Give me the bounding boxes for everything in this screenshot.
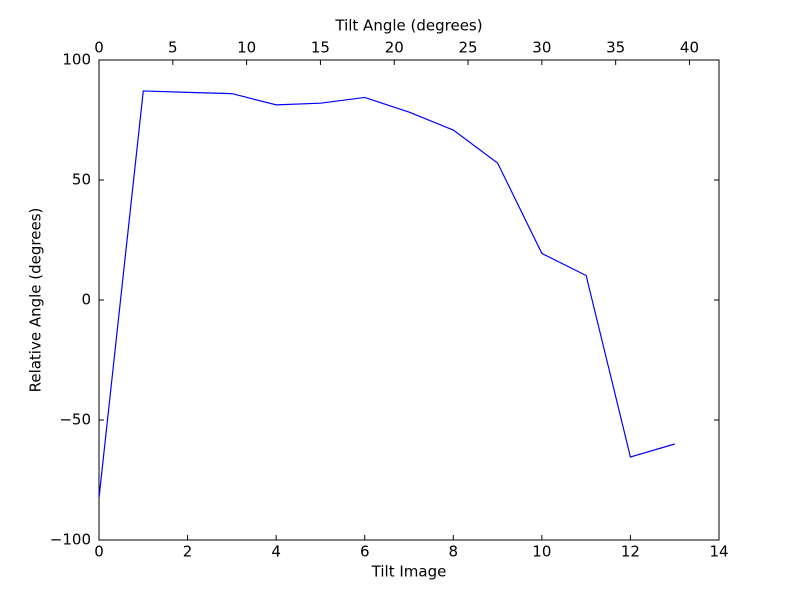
top-tick-label: 20 xyxy=(385,39,404,57)
top-tick-label: 25 xyxy=(459,39,478,57)
top-axis-label: Tilt Angle (degrees) xyxy=(334,17,482,35)
x-tick-label: 2 xyxy=(183,543,193,561)
y-tick-label: 50 xyxy=(72,171,91,189)
x-tick-label: 10 xyxy=(532,543,551,561)
x-tick-label: 8 xyxy=(449,543,459,561)
top-tick-label: 5 xyxy=(168,39,178,57)
top-tick-label: 40 xyxy=(680,39,699,57)
x-tick-label: 6 xyxy=(360,543,370,561)
plot-frame xyxy=(98,59,720,541)
y-tick-label: −100 xyxy=(50,531,91,549)
x-axis-label: Tilt Image xyxy=(371,563,447,581)
y-tick-label: −50 xyxy=(59,411,91,429)
top-tick-label: 10 xyxy=(237,39,256,57)
top-tick-label: 0 xyxy=(94,39,104,57)
y-tick-label: 100 xyxy=(62,51,91,69)
x-tick-label: 4 xyxy=(271,543,281,561)
x-tick-label: 12 xyxy=(621,543,640,561)
data-line xyxy=(98,90,675,499)
top-tick-label: 35 xyxy=(606,39,625,57)
x-tick-label: 0 xyxy=(94,543,104,561)
x-tick-label: 14 xyxy=(709,543,728,561)
top-tick-label: 30 xyxy=(532,39,551,57)
top-tick-label: 15 xyxy=(311,39,330,57)
y-axis-label: Relative Angle (degrees) xyxy=(27,208,45,393)
y-tick-label: 0 xyxy=(81,291,91,309)
